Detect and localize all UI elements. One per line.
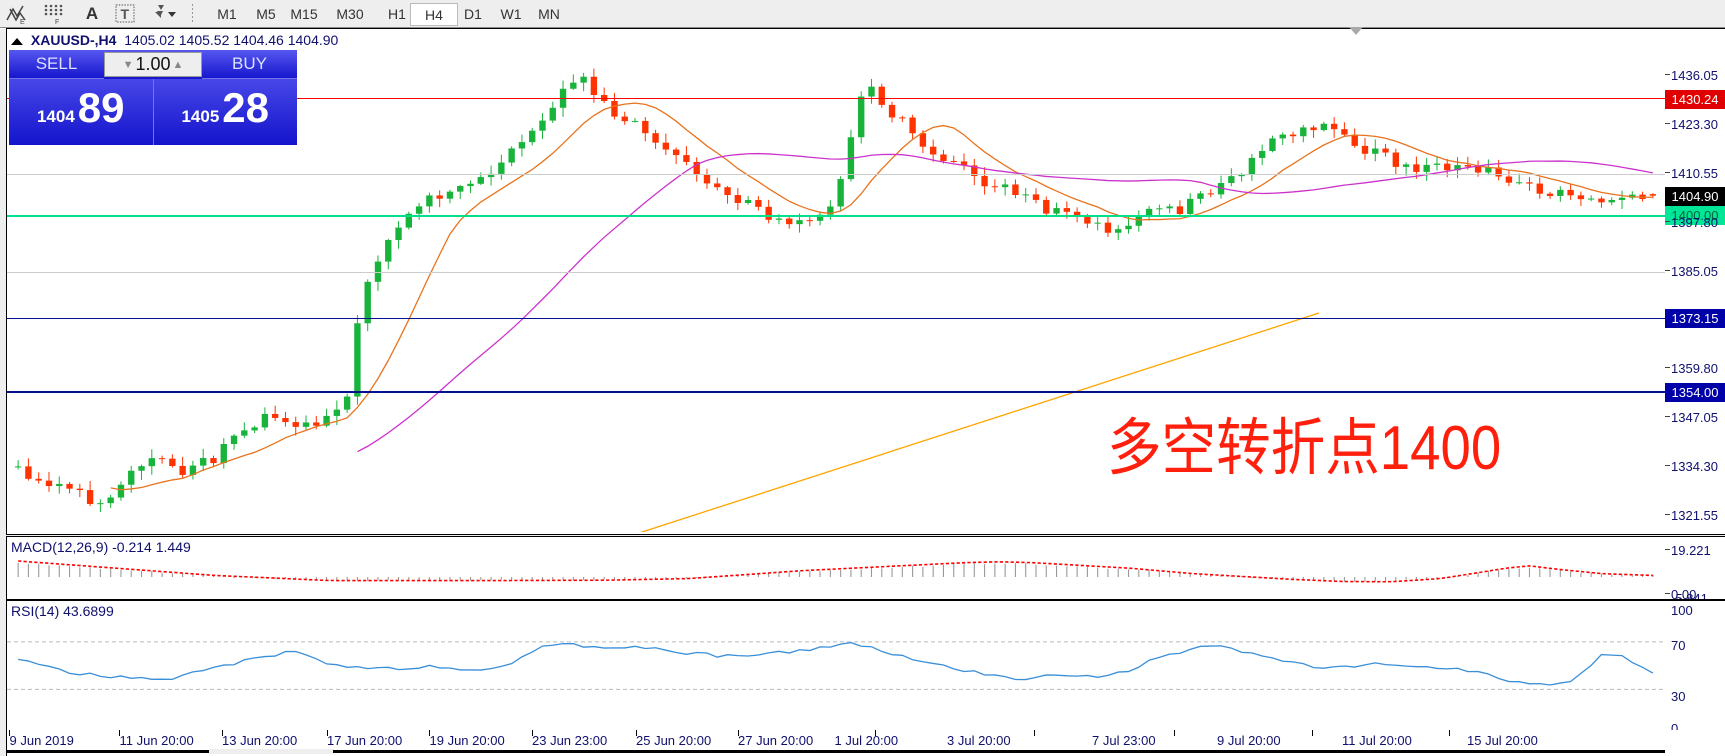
svg-text:F: F	[55, 19, 59, 25]
svg-text:E: E	[20, 19, 25, 25]
svg-text:T: T	[121, 6, 130, 22]
